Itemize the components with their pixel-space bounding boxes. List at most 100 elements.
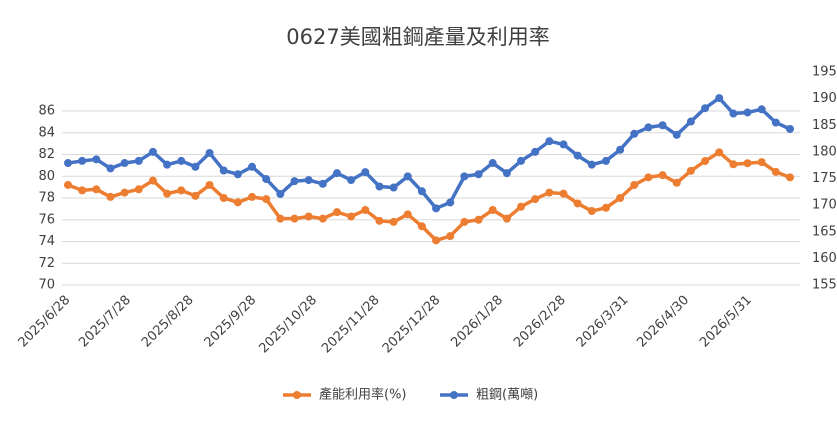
point	[701, 104, 710, 113]
point	[630, 129, 639, 138]
point	[92, 185, 101, 194]
point	[134, 156, 143, 165]
point	[559, 140, 568, 149]
point	[432, 236, 441, 245]
point	[417, 222, 426, 231]
point	[148, 147, 157, 156]
point	[233, 198, 242, 207]
point	[375, 216, 384, 225]
point	[163, 189, 172, 198]
y2-tick-label: 175	[812, 171, 837, 186]
point	[375, 182, 384, 191]
point	[134, 185, 143, 194]
point	[743, 108, 752, 117]
point	[432, 204, 441, 213]
point	[148, 176, 157, 185]
point	[177, 186, 186, 195]
point	[318, 179, 327, 188]
point	[361, 168, 370, 177]
point	[729, 160, 738, 169]
point	[686, 117, 695, 126]
point	[757, 158, 766, 167]
point	[205, 148, 214, 157]
point	[92, 155, 101, 164]
point	[262, 175, 271, 184]
point	[262, 195, 271, 204]
y2-tick-label: 170	[812, 198, 837, 213]
point	[672, 130, 681, 139]
series-line	[67, 96, 791, 211]
point	[177, 156, 186, 165]
point	[106, 192, 115, 201]
point	[219, 194, 228, 202]
point	[318, 214, 327, 223]
point	[686, 166, 695, 175]
y-tick-label: 82	[38, 147, 55, 162]
point	[64, 180, 72, 189]
y-tick-label: 84	[38, 125, 55, 140]
point	[474, 215, 483, 224]
point	[304, 176, 313, 185]
point	[290, 177, 299, 186]
point	[587, 207, 596, 216]
point	[347, 212, 356, 221]
point	[248, 162, 257, 171]
point	[715, 94, 724, 103]
point	[701, 157, 710, 166]
chart-title: 0627美國粗鋼產量及利用率	[286, 25, 549, 49]
point	[332, 208, 341, 217]
point	[446, 232, 455, 241]
series-line	[67, 150, 791, 243]
point	[658, 171, 667, 180]
point	[403, 172, 412, 181]
point	[630, 180, 639, 189]
legend-label: 粗鋼(萬噸)	[476, 388, 538, 403]
point	[78, 186, 87, 195]
y2-tick-label: 195	[812, 65, 837, 80]
point	[163, 160, 172, 169]
y2-tick-label: 190	[812, 91, 837, 106]
point	[361, 205, 370, 214]
point	[715, 148, 724, 157]
point	[729, 109, 738, 118]
point	[389, 183, 398, 192]
point	[290, 214, 299, 223]
point	[276, 214, 285, 223]
point	[78, 156, 87, 165]
point	[517, 156, 526, 165]
point	[304, 212, 313, 221]
point	[276, 189, 285, 198]
point	[786, 124, 794, 133]
point	[191, 162, 200, 171]
point	[531, 147, 540, 156]
legend-label: 產能利用率(%)	[319, 387, 407, 403]
legend-marker	[293, 391, 301, 399]
point	[517, 202, 526, 211]
point	[644, 123, 653, 132]
point	[248, 192, 257, 201]
point	[502, 169, 511, 178]
y2-tick-label: 165	[812, 224, 837, 239]
point	[545, 137, 554, 146]
point	[446, 198, 455, 207]
point	[488, 159, 497, 168]
point	[573, 151, 582, 160]
point	[771, 118, 780, 127]
y-tick-label: 70	[38, 278, 55, 293]
point	[573, 199, 582, 208]
point	[106, 164, 115, 173]
y2-tick-label: 155	[812, 278, 837, 293]
point	[502, 214, 511, 223]
point	[219, 166, 228, 175]
y-tick-label: 72	[38, 256, 55, 271]
point	[417, 187, 426, 196]
point	[658, 121, 667, 130]
point	[389, 217, 398, 226]
y2-tick-label: 185	[812, 118, 837, 133]
point	[531, 195, 540, 204]
point	[672, 178, 681, 187]
y-tick-label: 86	[38, 104, 55, 119]
y2-tick-label: 180	[812, 144, 837, 159]
